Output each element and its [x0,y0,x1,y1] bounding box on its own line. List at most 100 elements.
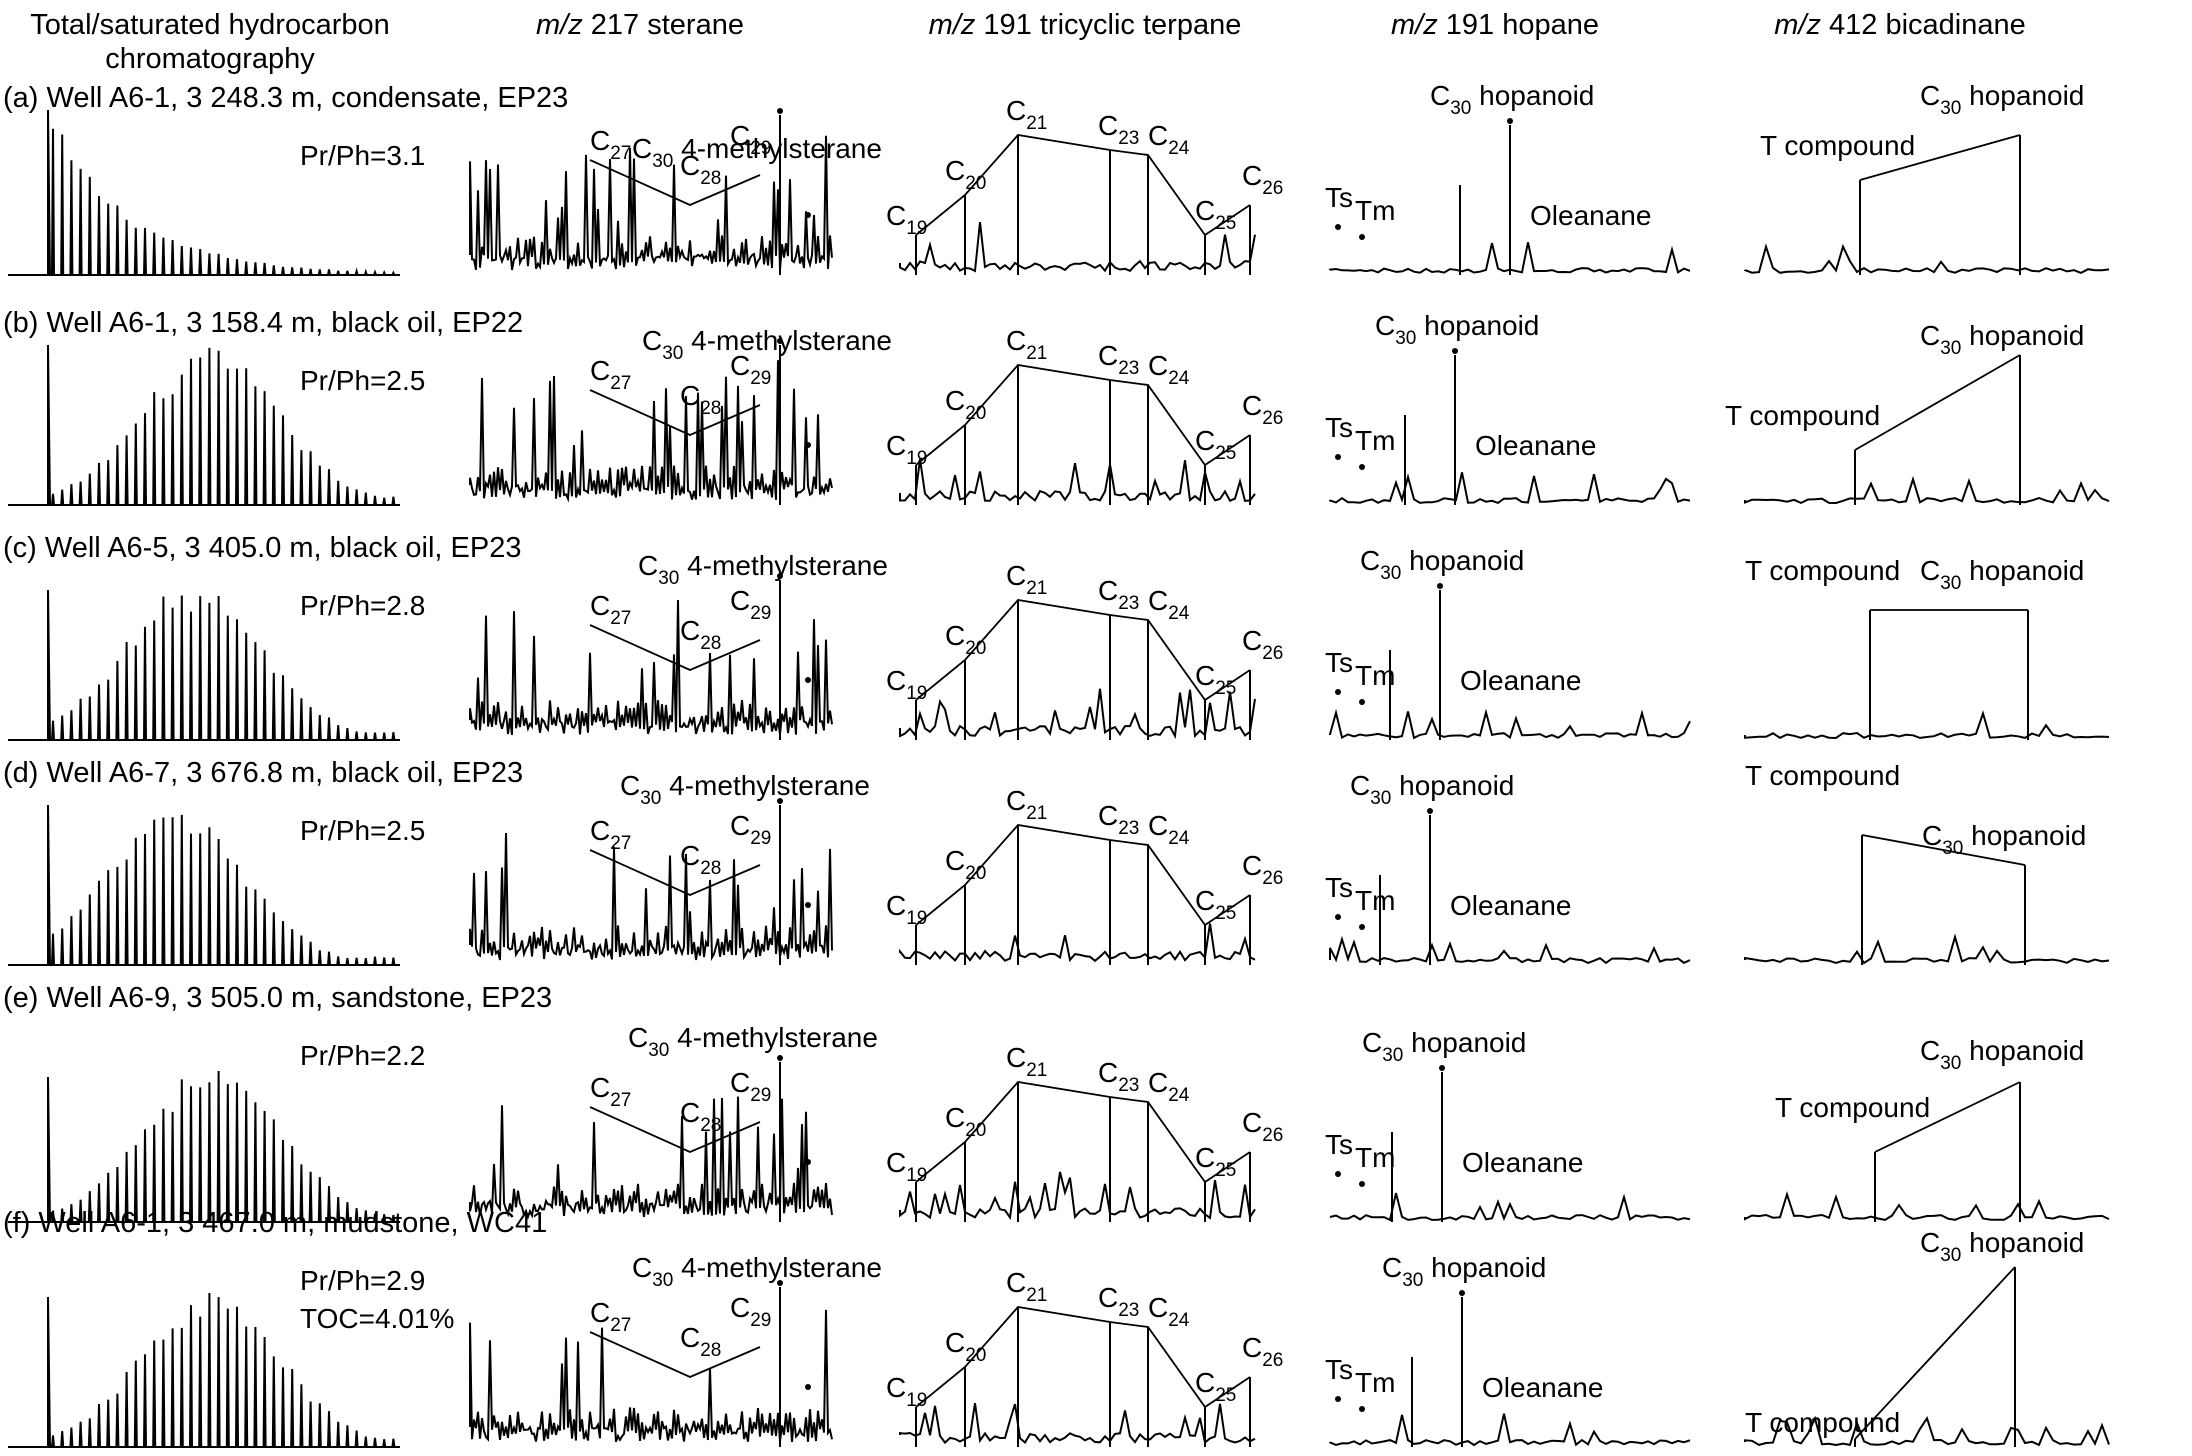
c24-tricyclic-label-letter: C [1148,1292,1168,1323]
c19-tricyclic-label-subscript: 19 [906,683,927,704]
c29-label-subscript: 29 [750,368,771,389]
row-label-f: (f) Well A6-1, 3 467.0 m, mudstone, WC41 [3,1207,547,1239]
ts-label: Ts [1325,1129,1353,1160]
tm-label: Tm [1355,425,1395,456]
methylsterane-label-letter: C [628,1022,648,1053]
sterane-peak-dot [805,1384,811,1390]
c26-tricyclic-label-subscript: 26 [1262,1350,1283,1371]
c23-tricyclic-label: C23 [1098,800,1139,839]
c24-tricyclic-label-subscript: 24 [1168,138,1190,159]
tsh-chromatogram-c: Pr/Ph=2.8 [8,589,425,741]
c30-hopanoid-label: C30 hopanoid [1350,770,1514,809]
hopane-chromatogram-f: C30 hopanoid Ts Tm Oleanane [1325,1252,1691,1447]
bicad-c30-hopanoid-label-text: hopanoid [1963,820,2086,851]
column-header-tri-mz: m/z [929,9,976,41]
c19-tricyclic-label-subscript: 19 [906,1165,927,1186]
c28-label: C28 [680,1097,721,1136]
c29-label-subscript: 29 [750,603,771,624]
c30-hopanoid-label-subscript: 30 [1395,328,1416,349]
c28-label-subscript: 28 [700,168,721,189]
c19-tricyclic-label: C19 [886,200,927,239]
c20-tricyclic-label: C20 [945,845,986,884]
sterane-trace [469,1096,833,1220]
c29-label-letter: C [730,350,750,381]
sterane-connector [589,1331,761,1378]
c21-tricyclic-label: C21 [1006,1267,1047,1306]
tm-label: Tm [1355,195,1395,226]
c26-tricyclic-label: C26 [1242,850,1283,889]
tricyclic-trace [899,221,1256,273]
c25-tricyclic-label: C25 [1195,1367,1236,1406]
c24-tricyclic-label: C24 [1148,585,1190,624]
c23-tricyclic-label-subscript: 23 [1118,1075,1139,1096]
methylsterane-label-subscript: 30 [662,343,683,364]
c21-tricyclic-label: C21 [1006,95,1047,134]
tm-peak-dot [1359,699,1365,705]
ts-peak-dot [1335,689,1341,695]
c26-tricyclic-label: C26 [1242,625,1283,664]
c21-tricyclic-label-letter: C [1006,560,1026,591]
c29-label-letter: C [730,585,750,616]
c20-tricyclic-label-subscript: 20 [965,1120,986,1141]
column-header-ste-mz: m/z [536,9,583,41]
c25-tricyclic-label-letter: C [1195,660,1215,691]
oleanane-label: Oleanane [1475,430,1596,461]
c29-label-letter: C [730,810,750,841]
bicad-c30-hopanoid-label: C30 hopanoid [1920,555,2084,594]
c24-tricyclic-label-subscript: 24 [1168,368,1190,389]
c30-hopanoid-label-subscript: 30 [1380,563,1401,584]
bicadinane-trace [1744,710,2110,740]
c24-tricyclic-label-letter: C [1148,350,1168,381]
c27-label-subscript: 27 [610,1090,631,1111]
c25-tricyclic-label-subscript: 25 [1215,443,1236,464]
c28-label: C28 [680,615,721,654]
c27-label-letter: C [590,815,610,846]
c21-tricyclic-label: C21 [1006,785,1047,824]
c26-tricyclic-label-subscript: 26 [1262,868,1283,889]
tm-peak-dot [1359,234,1365,240]
pr-ph-ratio-c: Pr/Ph=2.8 [300,590,425,621]
methylsterane-label-text: 4-methylsterane [679,550,888,581]
sterane-peak-dot [777,1055,783,1061]
bicadinane-chromatogram-d: T compound C30 hopanoid [1744,760,2110,965]
bicad-c30-hopanoid-label-text: hopanoid [1961,555,2084,586]
c25-tricyclic-label-letter: C [1195,1142,1215,1173]
c30-hopanoid-label-subscript: 30 [1402,1270,1423,1291]
methylsterane-label: C30 4-methylsterane [628,1022,878,1061]
c26-tricyclic-label-subscript: 26 [1262,1125,1283,1146]
c30-hopanoid-label-text: hopanoid [1423,1252,1546,1283]
sterane-peak-dot [805,442,811,448]
c19-tricyclic-label-letter: C [886,1147,906,1178]
c26-tricyclic-label: C26 [1242,1107,1283,1146]
c23-tricyclic-label-letter: C [1098,575,1118,606]
bicadinane-trace [1744,1415,2110,1447]
figure-row-f: (f) Well A6-1, 3 467.0 m, mudstone, WC41… [3,1207,2110,1448]
c28-label: C28 [680,150,721,189]
c24-tricyclic-label-subscript: 24 [1168,603,1190,624]
c23-tricyclic-label-letter: C [1098,340,1118,371]
c26-tricyclic-label-letter: C [1242,390,1262,421]
methylsterane-label-subscript: 30 [640,788,661,809]
c27-label: C27 [590,125,631,164]
c27-label-letter: C [590,125,610,156]
c28-label-letter: C [680,840,700,871]
c30-hopanoid-label-text: hopanoid [1403,1027,1526,1058]
bicad-c30-hopanoid-label: C30 hopanoid [1920,80,2084,119]
hopane-trace [1329,935,1691,965]
oleanane-label: Oleanane [1482,1372,1603,1403]
hopane-trace [1329,242,1691,274]
pr-ph-ratio-f: Pr/Ph=2.9 [300,1265,425,1296]
c21-tricyclic-label-subscript: 21 [1026,1060,1047,1081]
c20-tricyclic-label: C20 [945,620,986,659]
c25-tricyclic-label-subscript: 25 [1215,213,1236,234]
hopane-chromatogram-b: C30 hopanoid Ts Tm Oleanane [1325,310,1691,505]
c26-tricyclic-label-letter: C [1242,850,1262,881]
c23-tricyclic-label: C23 [1098,1057,1139,1096]
t-compound-label: T compound [1725,400,1880,431]
c26-tricyclic-label-letter: C [1242,1107,1262,1138]
c24-tricyclic-label-subscript: 24 [1168,1085,1190,1106]
c19-tricyclic-label-letter: C [886,430,906,461]
